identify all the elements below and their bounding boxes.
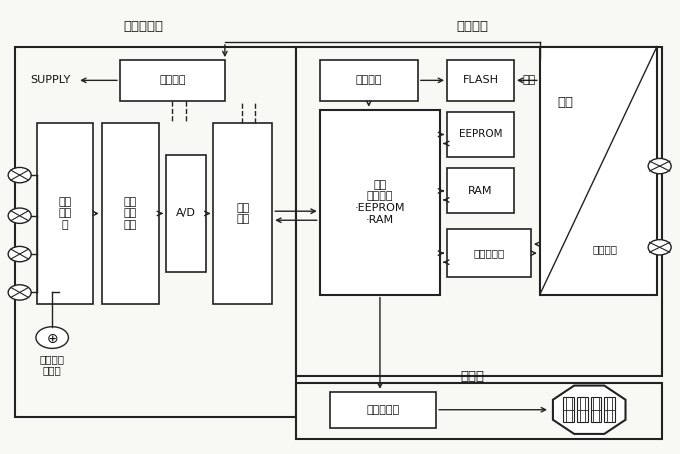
Text: ⊕: ⊕	[46, 332, 58, 346]
Text: 输入电路板: 输入电路板	[124, 20, 164, 33]
Circle shape	[648, 240, 671, 255]
Bar	[296, 383, 662, 439]
Bar	[296, 46, 662, 376]
Text: RAM: RAM	[469, 186, 493, 196]
Text: SUPPLY: SUPPLY	[31, 75, 71, 85]
Bar	[214, 123, 272, 304]
Text: EEPROM: EEPROM	[459, 129, 503, 139]
Bar	[590, 397, 601, 422]
Polygon shape	[553, 385, 626, 434]
Circle shape	[8, 285, 31, 300]
Text: A/D: A/D	[176, 208, 196, 218]
Bar	[564, 397, 575, 422]
Bar	[540, 46, 657, 295]
Text: 中央
处理单元
·EEPROM
·RAM: 中央 处理单元 ·EEPROM ·RAM	[355, 180, 405, 225]
Text: FLASH: FLASH	[462, 75, 498, 85]
Bar	[447, 112, 514, 157]
Bar	[15, 46, 296, 416]
Bar	[604, 397, 615, 422]
Text: 信号
调理
电路: 信号 调理 电路	[124, 197, 137, 230]
Text: 信号
隔离: 信号 隔离	[236, 202, 250, 224]
Text: 供电: 供电	[558, 96, 573, 109]
Bar	[330, 392, 436, 428]
Bar	[37, 123, 92, 304]
Circle shape	[36, 327, 69, 348]
Text: 供电: 供电	[522, 75, 536, 85]
Text: 电源隔离: 电源隔离	[159, 75, 186, 85]
Text: 多路
转换
器: 多路 转换 器	[58, 197, 71, 230]
Bar	[320, 110, 440, 295]
Bar	[120, 60, 225, 101]
Text: 显示板: 显示板	[460, 370, 484, 383]
Bar	[101, 123, 158, 304]
Bar	[447, 229, 531, 276]
Circle shape	[8, 247, 31, 262]
Circle shape	[8, 208, 31, 223]
Bar	[166, 155, 206, 272]
Bar	[447, 60, 514, 101]
Text: 本地调整: 本地调整	[356, 75, 382, 85]
Bar	[320, 60, 418, 101]
Bar	[577, 397, 588, 422]
Text: 通信控制器: 通信控制器	[473, 248, 505, 258]
Text: 主电路板: 主电路板	[456, 20, 488, 33]
Text: 环境温度
传感器: 环境温度 传感器	[39, 354, 65, 375]
Circle shape	[8, 168, 31, 183]
Text: 信号整形: 信号整形	[593, 245, 618, 255]
Bar	[447, 168, 514, 213]
Text: 显示控制器: 显示控制器	[367, 405, 400, 415]
Circle shape	[648, 158, 671, 174]
